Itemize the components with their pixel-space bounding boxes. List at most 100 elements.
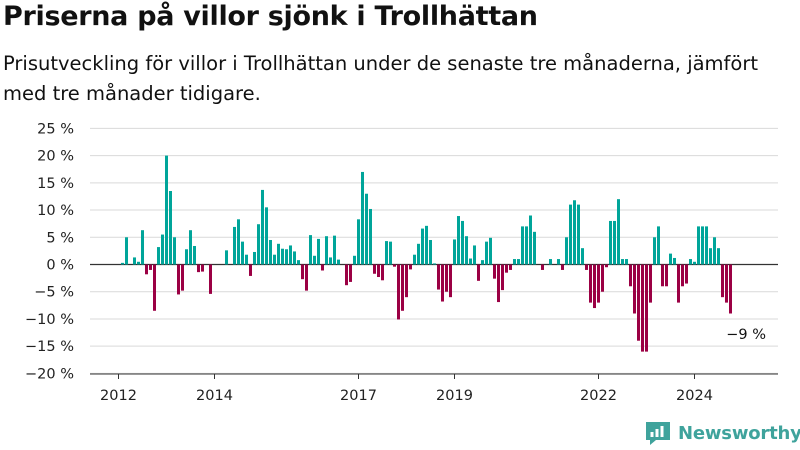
x-tick-label: 2014 — [196, 388, 233, 404]
x-tick-label: 2017 — [340, 388, 377, 404]
y-tick-label: −15 % — [25, 339, 74, 355]
bar — [453, 239, 456, 265]
y-tick-label: −20 % — [25, 366, 74, 382]
bar — [309, 235, 312, 265]
bar — [289, 245, 292, 265]
bar — [373, 264, 376, 274]
bar — [189, 230, 192, 265]
bar — [253, 251, 256, 265]
bar — [717, 248, 720, 265]
bar — [493, 264, 496, 279]
bar — [445, 264, 448, 292]
bar — [125, 237, 128, 265]
bar — [237, 219, 240, 265]
bar — [201, 264, 204, 272]
bar — [621, 259, 624, 265]
bar — [677, 264, 680, 303]
y-tick-label: 25 % — [37, 121, 74, 137]
bar — [173, 237, 176, 265]
bar — [345, 264, 348, 286]
bar — [641, 264, 644, 352]
bar — [385, 241, 388, 265]
bar — [145, 264, 148, 275]
bar — [165, 155, 168, 265]
bar — [653, 237, 656, 265]
y-tick-label: 15 % — [37, 176, 74, 192]
bar — [337, 259, 340, 265]
bar — [121, 262, 124, 265]
bar — [133, 257, 136, 265]
bar — [685, 264, 688, 284]
bar — [193, 245, 196, 265]
bar — [181, 264, 184, 291]
chart-subtitle: Prisutveckling för villor i Trollhättan … — [3, 52, 759, 105]
bar — [421, 228, 424, 265]
bar — [277, 243, 280, 265]
bar — [141, 230, 144, 265]
bar — [177, 264, 180, 295]
bar — [541, 264, 544, 270]
bar — [389, 241, 392, 265]
bar — [429, 240, 432, 265]
bar — [457, 216, 460, 265]
bar — [693, 261, 696, 265]
bar — [185, 249, 188, 265]
bar — [245, 254, 248, 265]
bar — [701, 226, 704, 265]
bar — [321, 264, 324, 271]
bar — [301, 264, 304, 280]
bar — [401, 264, 404, 311]
bar — [689, 259, 692, 265]
bar — [365, 193, 368, 265]
bar — [393, 264, 396, 267]
bar — [657, 226, 660, 265]
x-tick-label: 2012 — [100, 388, 137, 404]
bar — [697, 226, 700, 265]
y-tick-label: 0 % — [46, 258, 74, 274]
bar — [449, 264, 452, 298]
bar — [225, 250, 228, 265]
bar — [285, 249, 288, 265]
bar — [281, 248, 284, 265]
bar — [469, 258, 472, 265]
bar — [241, 241, 244, 265]
bar — [353, 255, 356, 265]
bar — [549, 259, 552, 265]
bar — [489, 237, 492, 265]
bar — [497, 264, 500, 303]
x-axis: 2012 2014 2017 2019 2022 2024 — [90, 373, 778, 404]
bar — [481, 260, 484, 265]
bar — [473, 245, 476, 265]
bar — [705, 226, 708, 265]
bar — [137, 261, 140, 265]
bar — [257, 224, 260, 265]
bar — [349, 264, 352, 282]
bar — [605, 264, 608, 268]
y-axis-labels: 25 % 20 % 15 % 10 % 5 % 0 % −5 % −10 % −15 % −20 … — [25, 121, 74, 382]
bar — [477, 264, 480, 281]
y-tick-label: −10 % — [25, 312, 74, 328]
bar — [721, 264, 724, 298]
bars — [121, 155, 732, 352]
bar — [577, 204, 580, 265]
bar — [569, 204, 572, 265]
x-tick-label: 2022 — [580, 388, 617, 404]
bar — [293, 251, 296, 265]
bar — [161, 234, 164, 265]
bar — [149, 264, 152, 270]
bar — [153, 264, 156, 311]
bar — [613, 220, 616, 265]
bar — [593, 264, 596, 309]
bar — [433, 263, 436, 265]
bar — [513, 259, 516, 265]
bar — [485, 241, 488, 265]
bar — [645, 264, 648, 352]
bar — [629, 264, 632, 287]
bar — [157, 247, 160, 265]
bar — [209, 264, 212, 294]
bar — [517, 259, 520, 265]
bar — [465, 236, 468, 265]
bar — [441, 264, 444, 302]
bar — [233, 226, 236, 265]
bar — [509, 264, 512, 270]
